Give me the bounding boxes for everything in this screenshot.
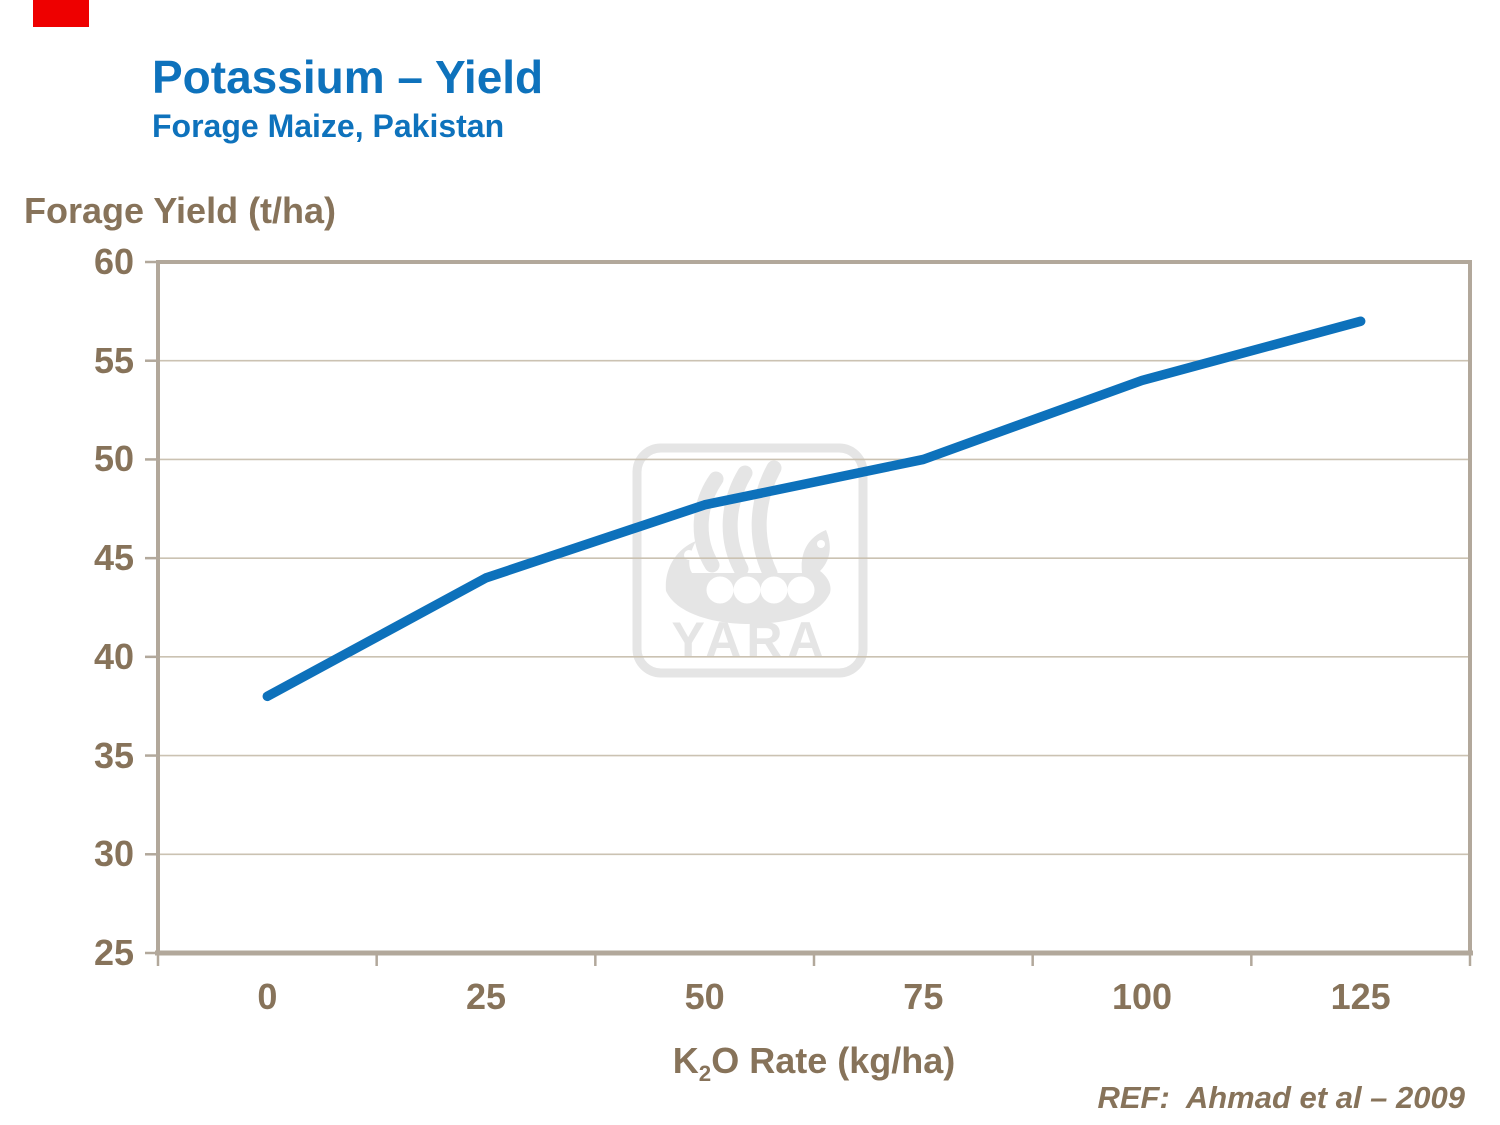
y-tick-label: 55 xyxy=(93,339,134,381)
x-axis-title: K2O Rate (kg/ha) xyxy=(564,1040,1064,1087)
plot-border xyxy=(156,260,1472,955)
y-axis-title: Forage Yield (t/ha) xyxy=(24,190,337,231)
yara-logo-icon: YARA xyxy=(632,443,868,678)
x-axis-title-rest: O Rate (kg/ha) xyxy=(711,1040,956,1081)
reference-text: REF: Ahmad et al – 2009 xyxy=(1097,1080,1465,1115)
y-tick-label: 30 xyxy=(93,833,134,875)
y-tick-label: 45 xyxy=(93,537,134,579)
data-line-forage-yield xyxy=(262,316,1366,702)
x-axis-title-subscript: 2 xyxy=(698,1061,712,1087)
x-tick-label: 125 xyxy=(1330,976,1391,1017)
yara-wordmark: YARA xyxy=(671,612,828,668)
x-tick-label: 75 xyxy=(903,976,944,1017)
x-tick-label: 50 xyxy=(684,976,725,1017)
x-tick-label: 25 xyxy=(465,976,507,1017)
watermark-border xyxy=(632,443,868,678)
y-tick-label: 50 xyxy=(93,438,134,480)
x-tick-label: 100 xyxy=(1111,976,1173,1017)
y-tick-label: 60 xyxy=(93,241,134,282)
x-axis-title-prefix: K xyxy=(672,1040,699,1081)
yara-ship-icon xyxy=(665,530,831,624)
page-subtitle: Forage Maize, Pakistan xyxy=(152,108,505,144)
y-tick-label: 40 xyxy=(93,635,134,677)
red-marker xyxy=(33,0,89,27)
y-tick-label: 35 xyxy=(93,734,134,776)
yara-sails-icon xyxy=(693,460,782,581)
yara-watermark: YARA xyxy=(632,443,868,678)
page-title: Potassium – Yield xyxy=(152,51,544,103)
y-tick-label: 25 xyxy=(93,932,134,973)
x-tick-label: 0 xyxy=(257,976,278,1017)
